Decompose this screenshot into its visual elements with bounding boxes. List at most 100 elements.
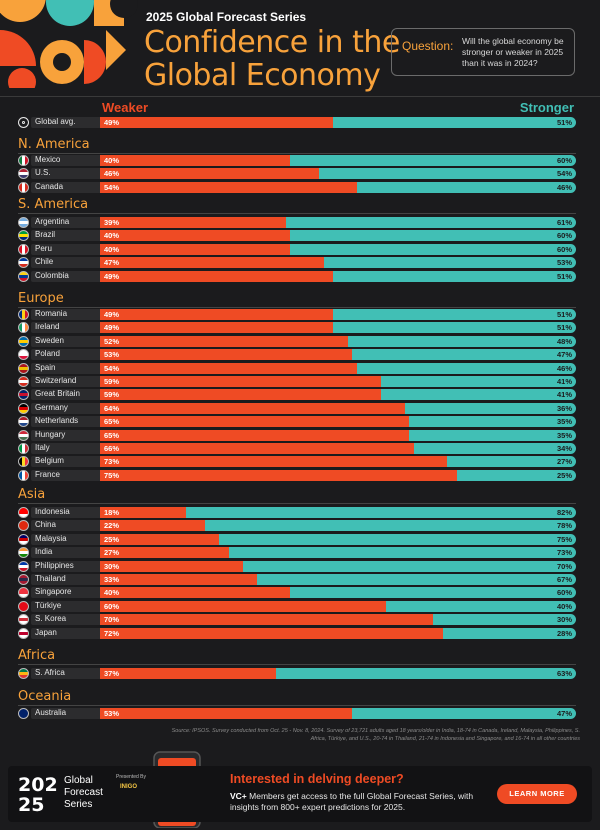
country-label: Netherlands: [35, 416, 79, 426]
row-label-background: [31, 376, 117, 387]
footer-series-line-3: Series: [64, 799, 93, 810]
bar-stronger: [357, 362, 576, 374]
country-label: Spain: [35, 362, 56, 372]
bar-stronger: [333, 270, 576, 282]
row-label-background: [31, 322, 117, 334]
value-label-weaker: 27%: [104, 548, 120, 558]
chart-row: France 75% 25%: [18, 469, 576, 481]
chart-row: S. Korea 70% 30%: [18, 614, 576, 626]
country-label: India: [35, 547, 53, 557]
chart-row: China 22% 78%: [18, 520, 576, 532]
row-label-background: [31, 587, 117, 599]
question-text: Will the global economy be stronger or w…: [462, 36, 564, 68]
japan-flag-icon: [18, 627, 29, 639]
bar-stronger: [457, 469, 576, 481]
value-label-stronger: 48%: [556, 336, 572, 346]
row-label-background: [31, 217, 117, 228]
value-label-stronger: 67%: [556, 575, 572, 584]
chart-row: Italy 66% 34%: [18, 443, 576, 454]
canada-flag-icon: [18, 181, 29, 193]
bar-weaker: [100, 469, 457, 481]
bar-weaker: [100, 270, 334, 282]
region-divider: [18, 213, 576, 214]
value-label-weaker: 49%: [104, 271, 120, 281]
chart-row: Netherlands 65% 35%: [18, 416, 576, 428]
bar-weaker: [100, 574, 258, 585]
svg-text:2025: 2025: [18, 774, 58, 796]
value-label-weaker: 30%: [104, 561, 120, 571]
value-label-stronger: 35%: [556, 417, 572, 427]
value-label-weaker: 49%: [104, 118, 120, 127]
brazil-flag-icon: [18, 230, 29, 242]
chile-flag-icon: [18, 257, 29, 269]
footer-series-title: Global Forecast Series: [64, 775, 103, 811]
row-label-background: [31, 668, 117, 679]
row-label-background: [31, 416, 117, 428]
country-label: Indonesia: [35, 507, 70, 516]
peru-flag-icon: [18, 243, 29, 255]
chart-row: Malaysia 25% 75%: [18, 533, 576, 545]
bar-stronger: [290, 230, 576, 242]
row-label-background: [31, 243, 117, 255]
country-label: Chile: [35, 257, 54, 267]
value-label-weaker: 40%: [104, 156, 120, 165]
learn-more-button[interactable]: LEARN MORE: [497, 784, 577, 804]
value-label-stronger: 41%: [556, 390, 572, 400]
italy-flag-icon: [18, 443, 29, 454]
bar-weaker: [100, 362, 358, 374]
svg-text:25: 25: [18, 794, 44, 815]
chart-row: Japan 72% 28%: [18, 627, 576, 639]
singapore-flag-icon: [18, 587, 29, 599]
country-label: Global avg.: [35, 117, 76, 126]
value-label-stronger: 75%: [556, 534, 572, 544]
row-label-background: [31, 547, 117, 559]
header: 2025 Global Forecast Series Confidence i…: [0, 0, 600, 112]
south-africa-flag-icon: [18, 668, 29, 679]
value-label-weaker: 33%: [104, 575, 120, 584]
chart-row: India 27% 73%: [18, 547, 576, 559]
chart-row: Romania 49% 51%: [18, 309, 576, 320]
region-divider: [18, 153, 576, 154]
question-box: Question: Will the global economy be str…: [391, 28, 575, 76]
row-label-background: [31, 469, 117, 481]
bar-weaker: [100, 257, 324, 269]
value-label-stronger: 54%: [556, 169, 572, 179]
row-label-background: [31, 389, 117, 401]
bar-weaker: [100, 376, 381, 387]
vc-plus-logo: VC+: [230, 791, 247, 801]
bar-stronger: [204, 520, 576, 532]
row-label-background: [31, 533, 117, 545]
chart-row: Canada 54% 46%: [18, 181, 576, 193]
bar-stronger: [285, 217, 576, 228]
row-label-background: [31, 257, 117, 269]
value-label-weaker: 60%: [104, 601, 120, 611]
country-label: Ireland: [35, 322, 60, 332]
title-line-1: Confidence in the: [144, 25, 400, 60]
bar-stronger: [380, 376, 576, 387]
value-label-stronger: 28%: [556, 628, 572, 638]
bar-weaker: [100, 547, 229, 559]
region-divider: [18, 705, 576, 706]
legend-weaker: Weaker: [102, 100, 149, 115]
country-label: Romania: [35, 309, 68, 318]
value-label-weaker: 73%: [104, 457, 120, 467]
region-title: S. America: [18, 197, 89, 212]
country-label: U.S.: [35, 168, 51, 178]
turkiye-flag-icon: [18, 600, 29, 612]
country-label: Türkiye: [35, 600, 62, 610]
bar-weaker: [100, 533, 219, 545]
country-label: Mexico: [35, 155, 61, 164]
argentina-flag-icon: [18, 217, 29, 228]
bar-weaker: [100, 243, 291, 255]
row-label-background: [31, 168, 117, 180]
value-label-weaker: 49%: [104, 310, 120, 319]
row-label-background: [31, 507, 117, 518]
region-divider: [18, 664, 576, 665]
value-label-weaker: 25%: [104, 534, 120, 544]
bar-weaker: [100, 168, 319, 180]
value-label-stronger: 78%: [556, 521, 572, 531]
bar-weaker: [100, 507, 186, 518]
value-label-stronger: 63%: [556, 669, 572, 678]
region-title: N. America: [18, 137, 90, 152]
row-label-background: [31, 349, 117, 361]
